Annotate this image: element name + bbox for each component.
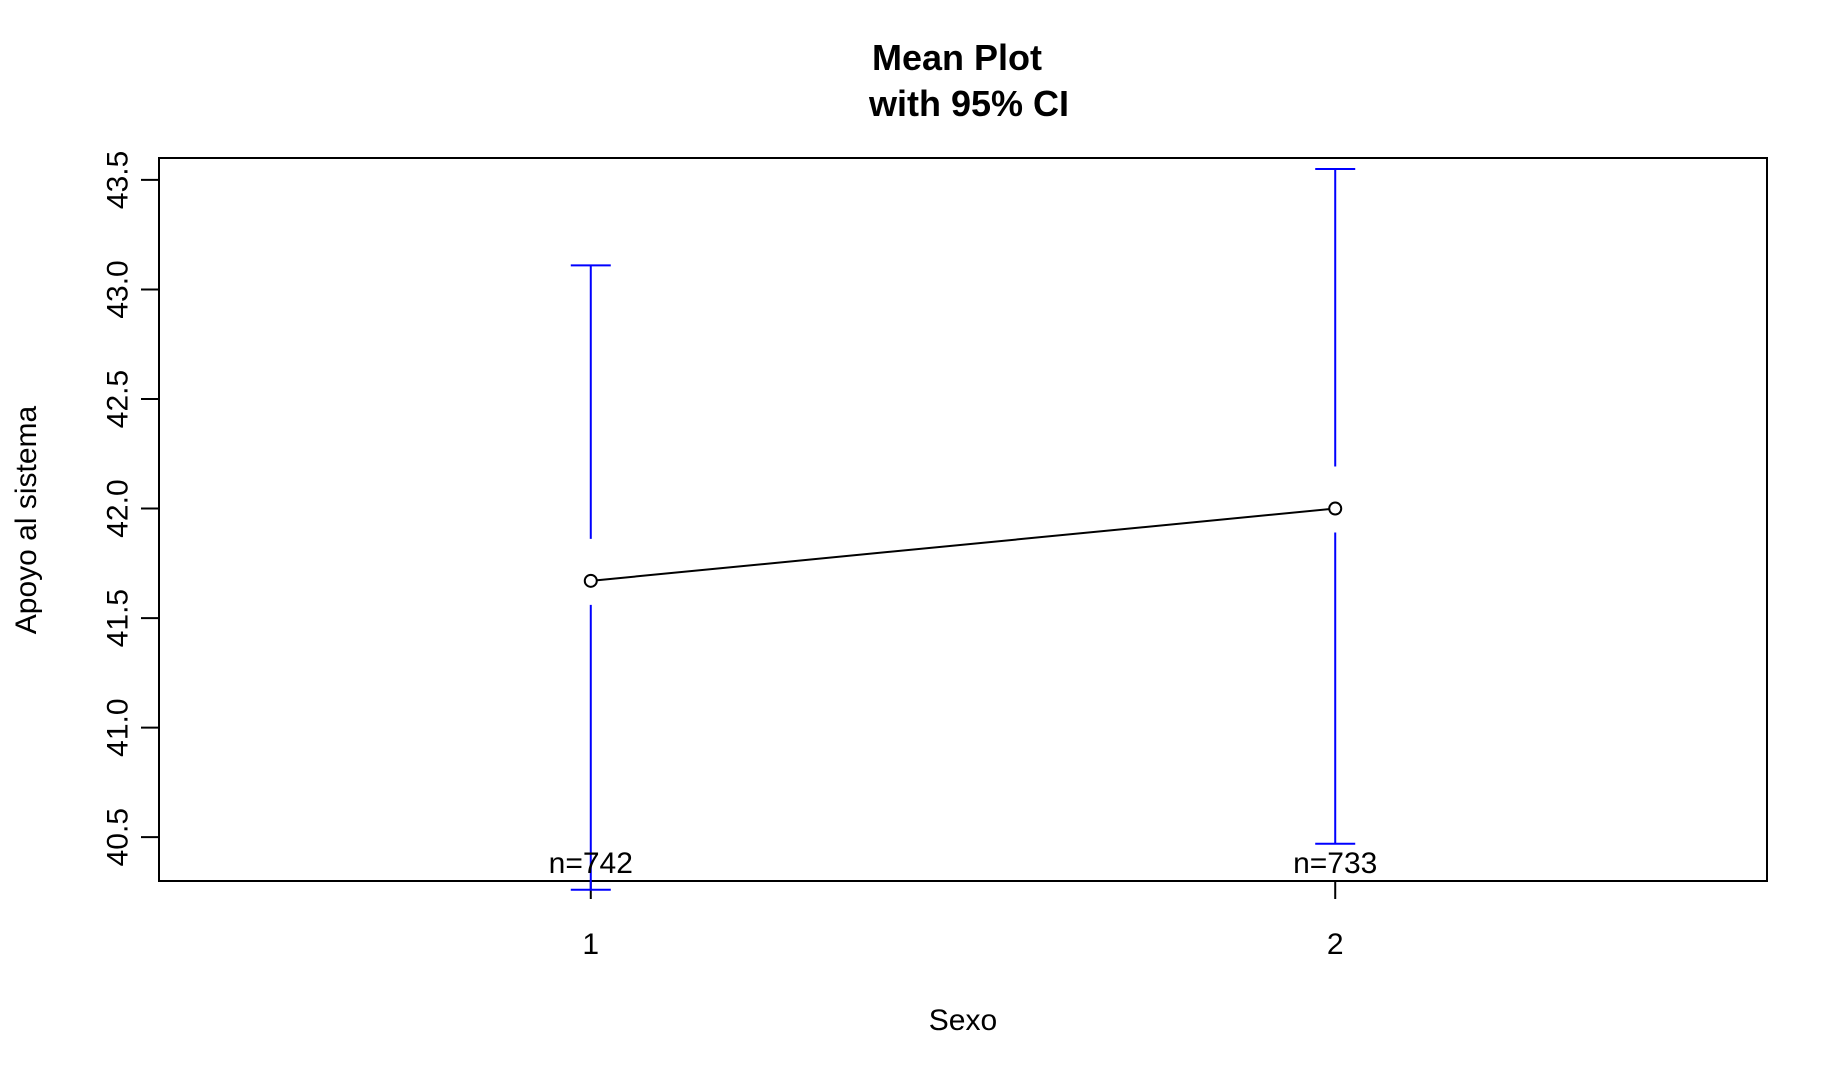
x-tick-label: 1 bbox=[582, 928, 599, 961]
chart-subtitle: with 95% CI bbox=[868, 83, 1069, 124]
n-label: n=742 bbox=[549, 847, 633, 880]
y-tick-label: 43.5 bbox=[102, 151, 135, 209]
y-axis: 40.5 41.0 41.5 42.0 42.5 43.0 43.5 bbox=[102, 151, 160, 866]
y-tick-label: 42.5 bbox=[102, 370, 135, 428]
plot-frame bbox=[158, 157, 1768, 882]
n-labels: n=742 n=733 bbox=[549, 847, 1378, 880]
y-tick-label: 41.5 bbox=[102, 589, 135, 647]
y-axis-label: Apoyo al sistema bbox=[10, 405, 43, 634]
x-tick-label: 2 bbox=[1327, 928, 1344, 961]
y-tick-label: 43.0 bbox=[102, 260, 135, 318]
chart-title: Mean Plot bbox=[872, 37, 1042, 78]
mean-point bbox=[583, 573, 598, 588]
mean-line bbox=[590, 507, 1336, 582]
n-label: n=733 bbox=[1293, 847, 1377, 880]
y-tick-label: 42.0 bbox=[102, 479, 135, 537]
mean-line-group bbox=[583, 501, 1343, 588]
ci-bars bbox=[570, 167, 1356, 891]
y-tick-label: 40.5 bbox=[102, 808, 135, 866]
mean-point bbox=[1328, 501, 1343, 516]
y-tick-label: 41.0 bbox=[102, 698, 135, 756]
x-axis-label: Sexo bbox=[929, 1004, 997, 1037]
